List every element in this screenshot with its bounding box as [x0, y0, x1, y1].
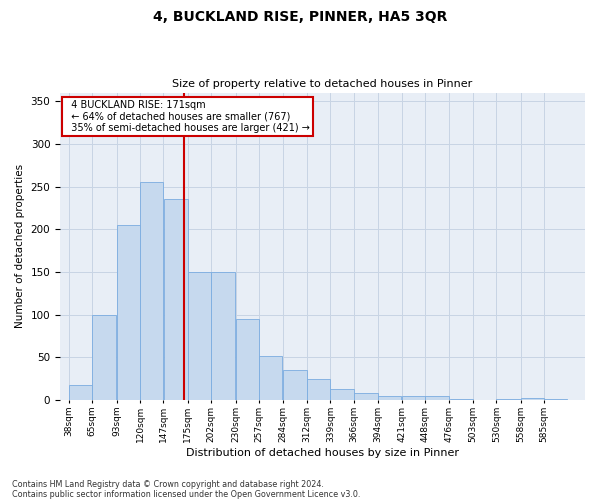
Bar	[164, 200, 188, 400]
Bar	[425, 396, 449, 400]
Bar	[521, 398, 544, 400]
Bar	[378, 396, 401, 400]
Bar	[92, 314, 116, 400]
Bar	[331, 389, 353, 400]
Bar	[283, 370, 307, 400]
Text: Contains HM Land Registry data © Crown copyright and database right 2024.: Contains HM Land Registry data © Crown c…	[12, 480, 324, 489]
Bar	[211, 272, 235, 400]
Bar	[449, 399, 473, 400]
Bar	[544, 399, 568, 400]
Bar	[354, 393, 378, 400]
Text: 4 BUCKLAND RISE: 171sqm
  ← 64% of detached houses are smaller (767)
  35% of se: 4 BUCKLAND RISE: 171sqm ← 64% of detache…	[65, 100, 310, 134]
Bar	[496, 399, 521, 400]
Bar	[140, 182, 163, 400]
X-axis label: Distribution of detached houses by size in Pinner: Distribution of detached houses by size …	[186, 448, 459, 458]
Bar	[116, 225, 140, 400]
Bar	[307, 378, 330, 400]
Bar	[69, 384, 92, 400]
Text: Contains public sector information licensed under the Open Government Licence v3: Contains public sector information licen…	[12, 490, 361, 499]
Bar	[188, 272, 211, 400]
Title: Size of property relative to detached houses in Pinner: Size of property relative to detached ho…	[172, 79, 473, 89]
Y-axis label: Number of detached properties: Number of detached properties	[15, 164, 25, 328]
Text: 4, BUCKLAND RISE, PINNER, HA5 3QR: 4, BUCKLAND RISE, PINNER, HA5 3QR	[153, 10, 447, 24]
Bar	[259, 356, 283, 400]
Bar	[236, 319, 259, 400]
Bar	[402, 396, 425, 400]
